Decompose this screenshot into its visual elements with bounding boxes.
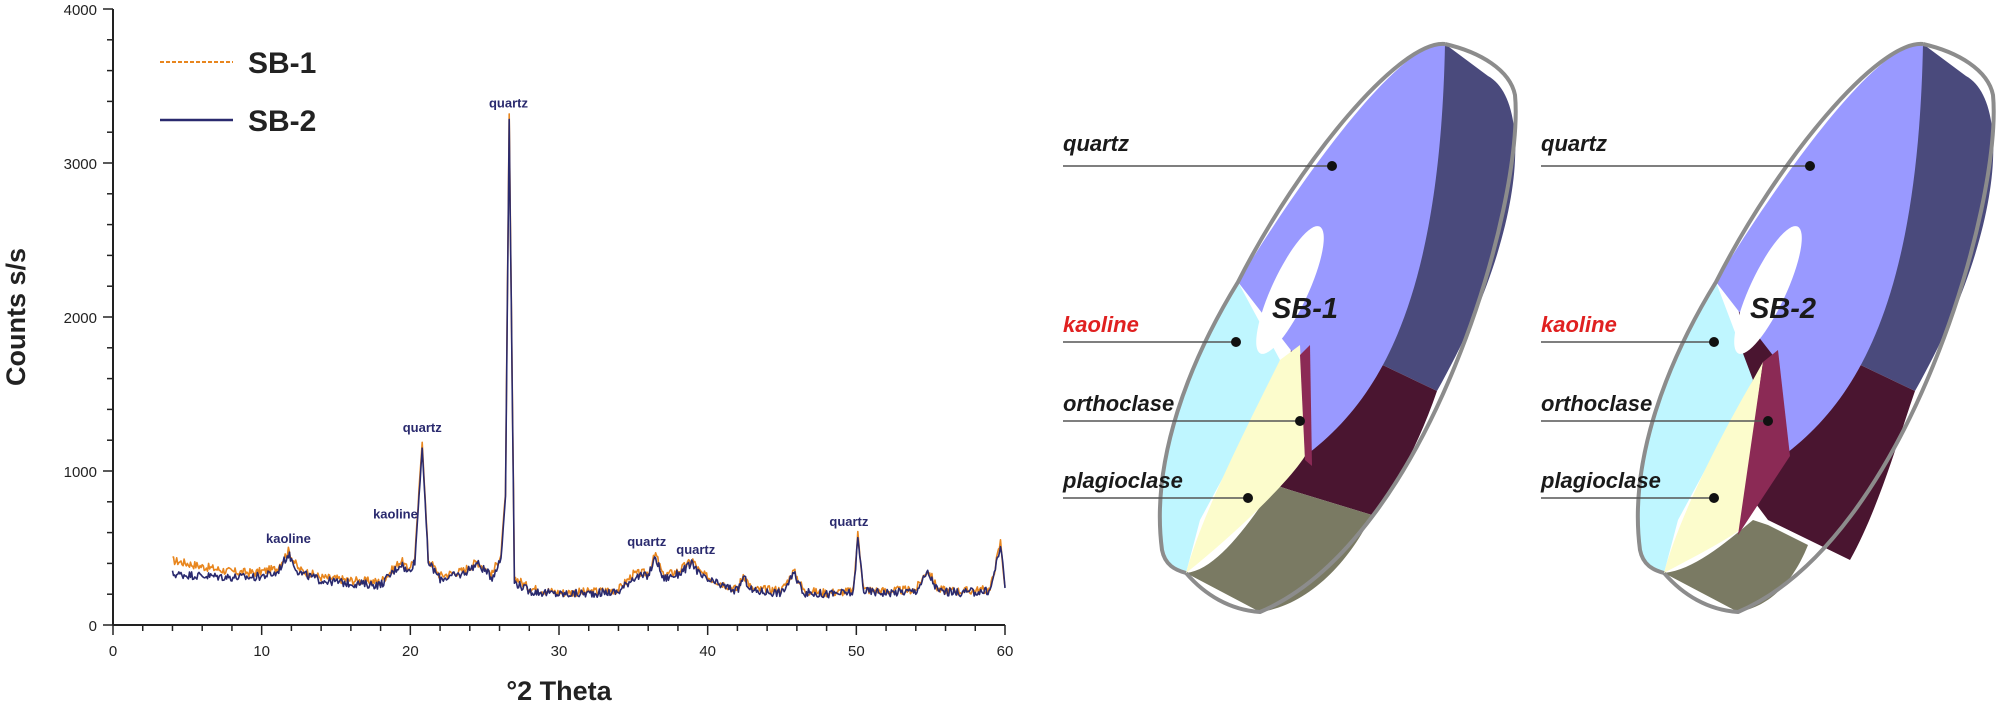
disc1-dot-kaoline — [1231, 337, 1241, 347]
disc2-label-quartz: quartz — [1541, 131, 1607, 156]
pie-disc-sb2: SB-2 quartz kaoline orthoclase plagiocla… — [1540, 41, 1996, 615]
disc2-side-kaoline — [1664, 520, 1808, 612]
disc2-center-label: SB-2 — [1750, 293, 1816, 325]
disc1-face-kaoline — [1160, 282, 1280, 573]
y-tick-label: 2000 — [64, 310, 97, 327]
pie-disc-sb1: SB-1 quartz kaoline orthoclase plagiocla… — [1062, 41, 1518, 615]
x-axis-title: °2 Theta — [506, 676, 612, 705]
disc1-face-orthoclase — [1300, 345, 1312, 466]
y-tick-label: 4000 — [64, 2, 97, 19]
peak-label-quartz: quartz — [489, 95, 529, 110]
peak-label-quartz: quartz — [627, 534, 667, 549]
y-tick-label: 3000 — [64, 156, 97, 173]
disc1-label-plagioclase: plagioclase — [1062, 468, 1183, 493]
x-tick-label: 30 — [551, 643, 568, 660]
legend: SB-1 SB-2 — [160, 47, 316, 138]
disc1-label-kaoline: kaoline — [1063, 312, 1139, 337]
disc2-dot-orthoclase — [1763, 416, 1773, 426]
disc2-label-plagioclase: plagioclase — [1540, 468, 1661, 493]
y-tick-label: 1000 — [64, 464, 97, 481]
disc1-dot-orthoclase — [1295, 416, 1305, 426]
disc1-center-label: SB-1 — [1272, 293, 1338, 325]
disc2-face-kaoline — [1638, 282, 1753, 573]
peak-label-quartz: quartz — [676, 542, 716, 557]
disc2-callouts: quartz kaoline orthoclase plagioclase — [1540, 131, 1815, 503]
disc1-front-edge — [1157, 41, 1446, 575]
legend-label-sb1: SB-1 — [248, 47, 316, 80]
disc1-dot-plagioclase — [1243, 493, 1253, 503]
disc2-front-edge — [1635, 41, 1924, 575]
y-ticks: 0 1000 2000 3000 4000 — [64, 2, 113, 635]
disc2-dot-quartz — [1805, 161, 1815, 171]
disc1-outline — [1184, 42, 1518, 615]
y-axis-title: Counts s/s — [1, 248, 31, 386]
peak-label-quartz: quartz — [829, 514, 869, 529]
x-tick-label: 50 — [848, 643, 865, 660]
peak-label-kaoline: kaoline — [373, 506, 418, 521]
disc2-face-orthoclase — [1738, 350, 1790, 535]
disc2-face-plagioclase — [1664, 362, 1763, 573]
x-ticks: 0 10 20 30 40 50 60 — [109, 625, 1014, 660]
disc2-dot-kaoline — [1709, 337, 1719, 347]
y-tick-label: 0 — [89, 618, 97, 635]
peak-label-kaoline: kaoline — [266, 531, 311, 546]
legend-label-sb2: SB-2 — [248, 105, 316, 138]
series-line-sb-2 — [171, 118, 1006, 599]
x-tick-label: 20 — [402, 643, 419, 660]
disc2-face-quartz — [1716, 43, 1923, 457]
disc2-label-orthoclase: orthoclase — [1541, 391, 1652, 416]
disc2-label-kaoline: kaoline — [1541, 312, 1617, 337]
series-layer — [171, 113, 1006, 599]
disc2-dot-plagioclase — [1709, 493, 1719, 503]
disc2-hole — [1734, 226, 1802, 354]
disc1-dot-quartz — [1327, 161, 1337, 171]
disc1-hole — [1256, 226, 1324, 354]
x-tick-label: 60 — [997, 643, 1014, 660]
disc1-side-kaoline — [1186, 485, 1372, 612]
disc1-label-orthoclase: orthoclase — [1063, 391, 1174, 416]
disc1-callouts: quartz kaoline orthoclase plagioclase — [1062, 131, 1337, 503]
x-tick-label: 0 — [109, 643, 117, 660]
x-tick-label: 40 — [699, 643, 716, 660]
x-tick-label: 10 — [253, 643, 270, 660]
peak-label-quartz: quartz — [403, 420, 443, 435]
series-line-sb-1 — [172, 113, 1006, 598]
disc1-face-quartz-main — [1238, 43, 1445, 457]
disc1-face-plagioclase — [1186, 345, 1305, 573]
peak-labels: kaoline kaoline quartz quartz quartz quartz qu… — [266, 95, 869, 557]
disc1-label-quartz: quartz — [1063, 131, 1129, 156]
disc2-outline — [1662, 42, 1996, 615]
